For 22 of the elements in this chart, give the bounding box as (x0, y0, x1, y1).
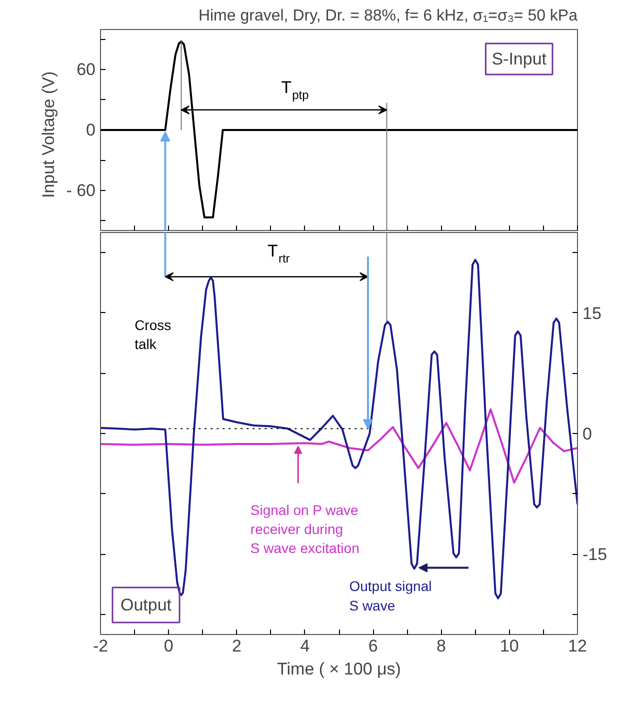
x-tick-label: 4 (300, 636, 310, 656)
x-tick-label: 8 (436, 636, 446, 656)
annotation: Output (120, 596, 172, 614)
annotation: Cross talk (134, 316, 172, 352)
x-axis-title: Time ( × 100 μs) (277, 660, 401, 678)
y-tick-label: - 60 (66, 180, 96, 200)
y-axis-title: Input Voltage (V) (39, 71, 58, 198)
y-tick-label: 15 (582, 304, 602, 323)
x-tick-label: 2 (232, 636, 242, 656)
chart-title: Hime gravel, Dry, Dr. = 88%, f= 6 kHz, σ₁=σ₃= 50 kPa (198, 8, 578, 24)
y-tick-label: 0 (582, 424, 592, 444)
y-tick-label: 60 (76, 60, 96, 80)
y-tick-label: 0 (86, 120, 96, 140)
x-tick-label: 6 (368, 636, 378, 656)
x-tick-label: -2 (92, 636, 108, 656)
annotation: S-Input (492, 50, 547, 68)
x-tick-label: 12 (568, 636, 587, 656)
y-tick-label: -15 (582, 545, 608, 564)
annotation: Signal on P wave receiver during S wave excitation (250, 502, 360, 556)
annotation: Output signal S wave (349, 578, 432, 614)
x-tick-label: 0 (164, 636, 174, 656)
x-tick-label: 10 (500, 636, 519, 656)
